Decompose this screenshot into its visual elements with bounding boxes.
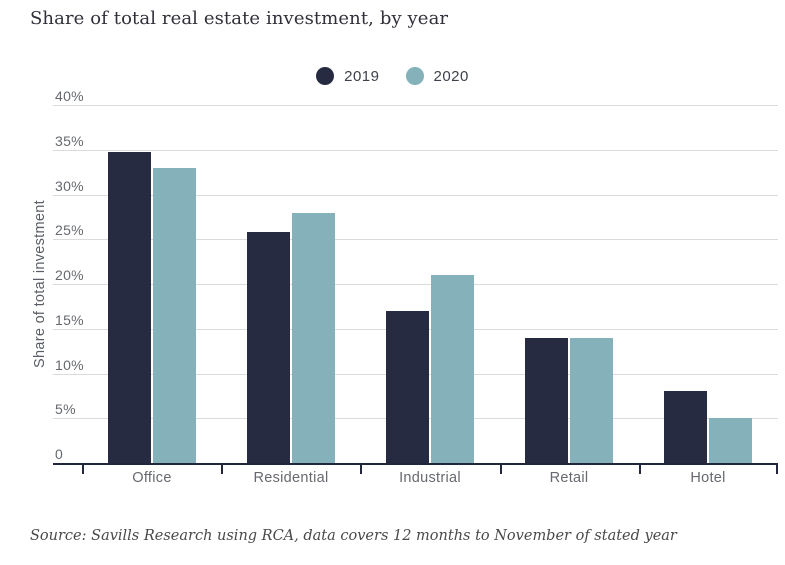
y-tick-label-15: 15% [55,312,84,328]
y-tick-label-30: 30% [55,178,84,194]
y-tick-label-35: 35% [55,133,84,149]
source-note: Source: Savills Research using RCA, data… [30,528,677,544]
gridline-25 [53,239,778,240]
bar-hotel-2019 [664,391,707,463]
legend-swatch-2020 [405,67,424,85]
x-axis-line [53,463,778,465]
x-axis-tick-0 [82,465,84,474]
legend-label-2019: 2019 [344,67,380,85]
x-axis-tick-4 [639,465,641,474]
gridline-40 [53,105,778,106]
bar-retail-2019 [525,338,568,463]
y-tick-label-20: 20% [55,267,84,283]
legend-label-2020: 2020 [433,67,469,85]
y-tick-label-10: 10% [55,357,84,373]
x-axis-tick-2 [360,465,362,474]
y-axis-title: Share of total investment [32,200,48,368]
bar-residential-2020 [292,213,335,463]
x-tick-label-industrial: Industrial [399,470,461,486]
x-axis-tick-5 [776,465,778,474]
bar-office-2019 [108,152,151,463]
x-tick-label-residential: Residential [253,470,329,486]
bar-residential-2019 [247,232,290,463]
bar-hotel-2020 [709,418,752,463]
bar-office-2020 [153,168,196,463]
legend: 2019 2020 [0,67,785,85]
legend-item-2019: 2019 [316,67,379,85]
bar-industrial-2020 [431,275,474,463]
x-tick-label-office: Office [132,470,172,486]
x-tick-label-hotel: Hotel [690,470,726,486]
bar-retail-2020 [570,338,613,463]
legend-item-2020: 2020 [405,67,469,85]
legend-swatch-2019 [316,67,335,85]
x-tick-label-retail: Retail [549,470,589,486]
y-tick-label-25: 25% [55,222,84,238]
y-tick-label-40: 40% [55,88,84,104]
gridline-30 [53,195,778,196]
x-axis-tick-1 [221,465,223,474]
gridline-20 [53,284,778,285]
chart-title: Share of total real estate investment, b… [30,8,449,29]
x-axis-tick-3 [500,465,502,474]
y-tick-label-0: 0 [55,446,64,462]
y-tick-label-5: 5% [55,401,76,417]
gridline-35 [53,150,778,151]
bar-industrial-2019 [386,311,429,463]
